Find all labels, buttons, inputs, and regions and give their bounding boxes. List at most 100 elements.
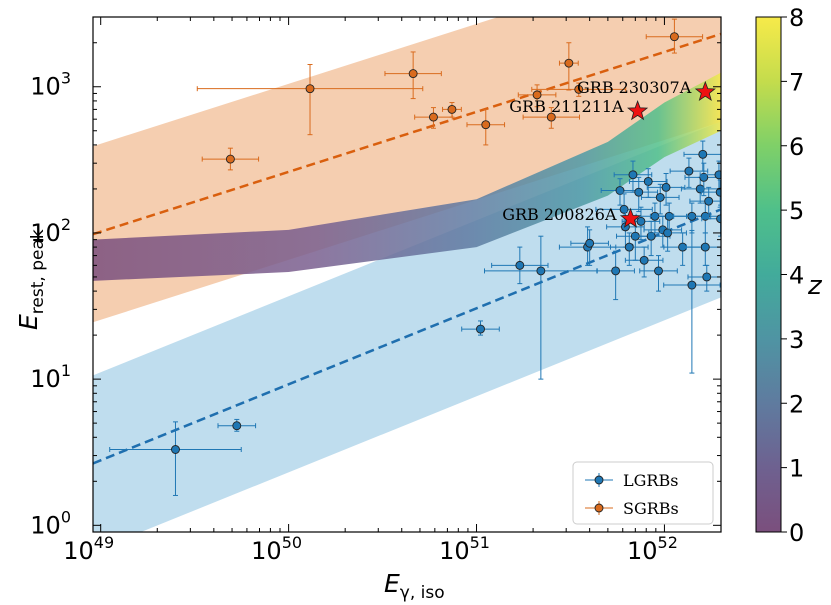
legend-marker	[594, 475, 604, 485]
colorbar-tick-label: 8	[789, 4, 804, 32]
highlighted-grbs	[619, 80, 716, 228]
y-tick-label: 100	[30, 507, 71, 539]
x-tick-label: 1051	[439, 533, 490, 565]
tick-exponent: 3	[61, 69, 71, 88]
legend-entries: LGRBs SGRBs	[585, 471, 679, 518]
x-tick-label: 1052	[627, 533, 678, 565]
star-label: GRB 230307A	[577, 78, 692, 97]
lgrbs-point	[109, 421, 242, 496]
x-axis-label: Eγ, iso	[384, 569, 445, 603]
legend-marker	[594, 503, 604, 513]
marker	[574, 84, 584, 94]
x-tick-label: 1050	[251, 533, 302, 565]
marker	[698, 149, 708, 159]
marker	[564, 58, 574, 68]
marker	[481, 120, 491, 130]
lgrbs-point	[619, 176, 659, 213]
marker	[628, 170, 638, 180]
lgrbs-point	[683, 140, 721, 172]
colorbar-tick-label: 2	[789, 390, 804, 418]
marker	[476, 324, 485, 334]
lgrbs-point	[624, 246, 664, 278]
star-marker	[627, 100, 649, 121]
sgrbs-point	[531, 82, 627, 97]
colorbar-tick-label: 1	[789, 455, 804, 483]
lgrbs-point	[639, 255, 678, 292]
sgrbs-point	[517, 84, 557, 108]
lgrbs-point	[217, 418, 257, 432]
lgrbs-point	[643, 215, 683, 248]
sgrbs-point	[384, 51, 442, 100]
tick-base: 10	[63, 537, 94, 565]
star-label: GRB 200826A	[502, 205, 617, 224]
marker	[305, 84, 315, 94]
tick-base: 10	[30, 73, 61, 101]
marker	[654, 266, 663, 276]
marker	[655, 192, 665, 202]
marker	[619, 204, 629, 214]
marker	[624, 242, 634, 252]
lgrbs-point	[613, 160, 653, 193]
lgrbs-point	[669, 157, 709, 188]
colorbar-tick-label: 7	[789, 68, 804, 96]
tick-base: 10	[30, 219, 61, 247]
lgrbs-point	[640, 183, 680, 215]
legend: LGRBs SGRBs	[572, 461, 714, 525]
x-tick-label: 1049	[63, 533, 114, 565]
lgrbs-point	[596, 250, 635, 301]
tick-base: 10	[627, 537, 658, 565]
colorbar-tick-label: 5	[789, 197, 804, 225]
tick-exponent: 2	[61, 215, 71, 234]
marker	[636, 216, 646, 226]
tick-exponent: 52	[658, 533, 678, 552]
y-tick-label: 103	[30, 69, 71, 101]
lgrbs-point	[646, 173, 686, 206]
marker	[639, 255, 649, 265]
star-marker	[619, 207, 642, 228]
tick-exponent: 51	[470, 533, 490, 552]
plot-area	[93, 17, 721, 532]
marker	[687, 280, 697, 290]
tick-exponent: 1	[61, 361, 71, 380]
lgrbs-point	[649, 202, 689, 234]
fit-band-1	[93, 121, 721, 532]
data-points	[109, 18, 721, 496]
x-axis-label-sub: γ, iso	[400, 583, 445, 603]
marker	[700, 242, 710, 252]
fit-line-0	[93, 32, 721, 236]
legend-label: SGRBs	[623, 499, 679, 518]
fit-line-1	[93, 208, 721, 465]
marker	[585, 238, 595, 248]
tick-exponent: 0	[61, 507, 71, 526]
marker	[171, 445, 180, 454]
lgrbs-point	[461, 320, 500, 336]
x-axis-label-main: E	[384, 569, 400, 598]
marker	[715, 187, 721, 197]
y-tick-label: 101	[30, 361, 71, 393]
marker	[643, 177, 653, 186]
marker	[408, 69, 418, 79]
colorbar-tick-label: 6	[789, 133, 804, 161]
marker	[447, 104, 457, 114]
marker	[225, 154, 235, 164]
marker	[546, 112, 556, 122]
tick-exponent: 50	[282, 533, 302, 552]
marker	[684, 166, 694, 176]
marker	[699, 172, 709, 182]
lgrbs-point	[483, 235, 598, 380]
marker	[678, 242, 688, 252]
lgrbs-point	[689, 186, 721, 220]
fit-lines	[93, 32, 721, 465]
sgrbs-point	[201, 147, 260, 171]
y-tick-label: 102	[30, 215, 71, 247]
sgrbs-point	[522, 107, 580, 129]
legend-label: LGRBs	[623, 471, 678, 490]
marker	[704, 196, 714, 206]
lgrbs-point	[663, 229, 721, 374]
tick-base: 10	[30, 365, 61, 393]
lgrbs-point	[491, 246, 549, 285]
colorbar-tick-label: 4	[789, 262, 804, 290]
sgrbs-point	[466, 108, 506, 146]
plot-frame	[92, 16, 722, 533]
